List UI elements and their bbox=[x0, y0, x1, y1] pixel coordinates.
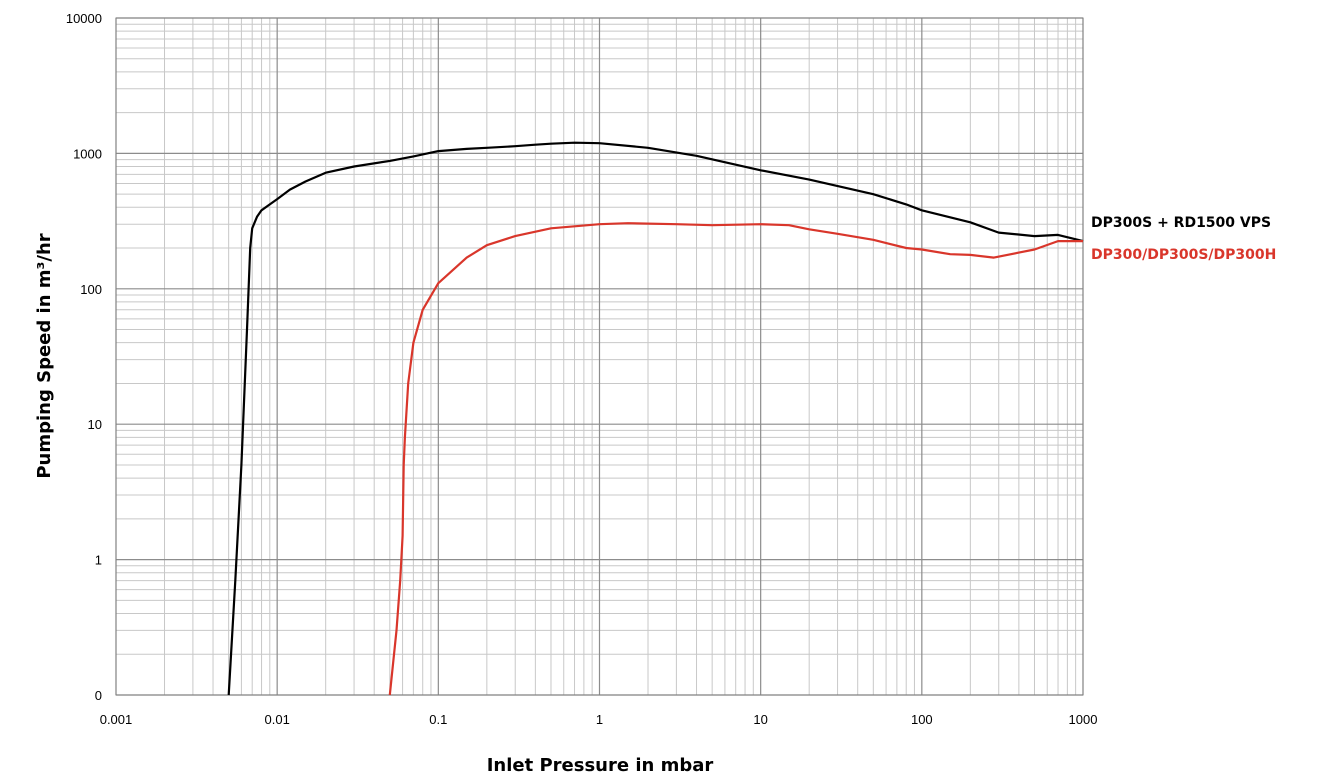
x-tick-label: 100 bbox=[911, 712, 933, 727]
x-axis-title: Inlet Pressure in mbar bbox=[487, 755, 714, 776]
series-labels: DP300S + RD1500 VPS DP300/DP300S/DP300H bbox=[1091, 215, 1276, 263]
y-axis-title: Pumping Speed in m³/hr bbox=[34, 233, 55, 478]
y-tick-label: 10 bbox=[88, 417, 102, 432]
x-tick-label: 0.001 bbox=[100, 712, 133, 727]
x-tick-label: 10 bbox=[753, 712, 767, 727]
y-tick-labels: 0 1 10 100 1000 10000 bbox=[66, 11, 102, 703]
series-label-1: DP300S + RD1500 VPS bbox=[1091, 215, 1271, 231]
x-tick-label: 1000 bbox=[1069, 712, 1098, 727]
y-tick-label: 100 bbox=[80, 282, 102, 297]
y-tick-label: 1000 bbox=[73, 146, 102, 161]
series-layer bbox=[227, 141, 1084, 696]
y-tick-label: 0 bbox=[95, 688, 102, 703]
x-tick-label: 0.1 bbox=[429, 712, 447, 727]
y-tick-label: 1 bbox=[95, 553, 102, 568]
x-tick-label: 0.01 bbox=[265, 712, 290, 727]
y-tick-label: 10000 bbox=[66, 11, 102, 26]
plot-frame bbox=[115, 17, 1084, 696]
x-tick-label: 1 bbox=[596, 712, 603, 727]
series-label-2: DP300/DP300S/DP300H bbox=[1091, 247, 1276, 263]
series-line-2 bbox=[388, 222, 1083, 696]
series-line-1 bbox=[227, 141, 1084, 696]
x-tick-labels: 0.001 0.01 0.1 1 10 100 1000 bbox=[100, 712, 1098, 727]
